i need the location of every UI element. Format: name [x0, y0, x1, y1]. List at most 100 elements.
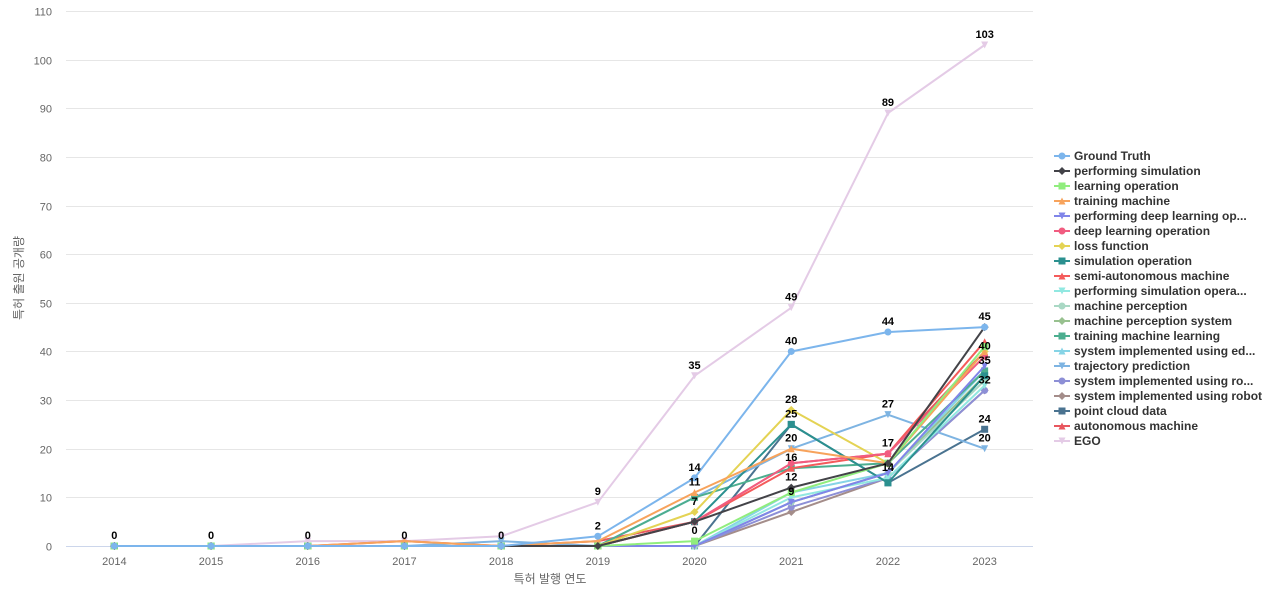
legend-item-training-machine[interactable]: training machine [1054, 194, 1170, 208]
data-label-ground-truth-2015: 0 [208, 530, 214, 542]
series-performing-simulation [110, 323, 989, 550]
data-label-ego-2022: 89 [882, 97, 894, 109]
point-performing-simulation-opera-2023 [981, 382, 989, 389]
series-simulation-operation [110, 372, 989, 550]
legend-label-performing-simulation-opera: performing simulation opera... [1074, 284, 1247, 298]
legend-label-performing-deep-learning-op: performing deep learning op... [1074, 209, 1247, 223]
x-tick-label-2014: 2014 [102, 556, 126, 568]
legend-item-semi-autonomous-machine[interactable]: semi-autonomous machine [1054, 269, 1230, 283]
data-label-ground-truth-2017: 0 [401, 530, 407, 542]
data-label-point-cloud-data-2023: 24 [979, 413, 992, 425]
point-ground-truth-2023 [981, 323, 989, 331]
legend-marker-loss-function [1058, 242, 1066, 250]
point-simulation-operation-2021 [787, 420, 795, 428]
legend-label-semi-autonomous-machine: semi-autonomous machine [1074, 269, 1230, 283]
legend-marker-training-machine-learning [1058, 332, 1066, 340]
legend-item-loss-function[interactable]: loss function [1054, 239, 1149, 253]
legend-item-ground-truth[interactable]: Ground Truth [1054, 149, 1151, 163]
data-label-training-machine-2020: 11 [689, 477, 701, 489]
data-label-ego-2021: 49 [785, 292, 797, 304]
series-line-deep-learning-operation [113, 355, 986, 547]
point-loss-function-2021 [787, 405, 796, 414]
legend-marker-system-implemented-using-ro [1058, 377, 1066, 385]
y-tick-label-110: 110 [34, 7, 52, 19]
legend-item-point-cloud-data[interactable]: point cloud data [1054, 404, 1167, 418]
point-ground-truth-2018 [497, 542, 505, 550]
point-ground-truth-2021 [787, 347, 795, 355]
x-tick-label-2022: 2022 [876, 556, 900, 568]
legend-item-machine-perception[interactable]: machine perception [1054, 299, 1187, 313]
point-trajectory-prediction-2023 [981, 445, 989, 453]
data-label-trajectory-prediction-2022: 27 [882, 399, 894, 411]
series-line-ego [113, 44, 986, 547]
legend-item-learning-operation[interactable]: learning operation [1054, 179, 1179, 193]
point-ego-2019 [594, 498, 602, 506]
y-tick-label-100: 100 [34, 56, 52, 68]
legend-item-simulation-operation[interactable]: simulation operation [1054, 254, 1192, 268]
legend-marker-machine-perception-system [1058, 317, 1066, 325]
legend-label-deep-learning-operation: deep learning operation [1074, 224, 1210, 238]
y-tick-label-20: 20 [40, 445, 52, 457]
series-system-implemented-using-robot [110, 386, 989, 550]
point-ground-truth-2015 [207, 542, 215, 550]
series-line-ground-truth [113, 326, 986, 547]
point-deep-learning-operation-2021 [787, 459, 795, 467]
legend-item-machine-perception-system[interactable]: machine perception system [1054, 314, 1232, 328]
point-performing-simulation-opera-2022 [884, 474, 892, 482]
data-label-learning-operation-2020: 0 [691, 525, 697, 537]
x-axis-ticks: 2014 2015 2016 2017 2018 2019 2020 2021 2022 2023 [102, 556, 997, 568]
legend-item-performing-simulation[interactable]: performing simulation [1054, 164, 1201, 178]
legend-item-system-implemented-using-robot[interactable]: system implemented using robot [1054, 389, 1262, 403]
legend-item-trajectory-prediction[interactable]: trajectory prediction [1054, 359, 1190, 373]
series-line-learning-operation [113, 345, 986, 547]
legend-item-performing-deep-learning-op[interactable]: performing deep learning op... [1054, 209, 1247, 223]
point-ego-2020 [691, 372, 699, 380]
data-label-deep-learning-operation-2023: 40 [979, 340, 991, 352]
legend-marker-deep-learning-operation [1058, 227, 1066, 235]
legend-item-system-implemented-using-ed[interactable]: system implemented using ed... [1054, 344, 1255, 358]
data-label-trajectory-prediction-2023: 20 [979, 433, 991, 445]
y-tick-label-70: 70 [40, 202, 52, 214]
point-performing-simulation-2021 [787, 483, 796, 492]
legend-marker-trajectory-prediction [1058, 362, 1066, 370]
y-tick-label-10: 10 [40, 493, 52, 505]
data-label-ground-truth-2023: 45 [979, 311, 991, 323]
legend-item-performing-simulation-opera[interactable]: performing simulation opera... [1054, 284, 1247, 298]
data-label-training-machine-learning-2021: 16 [785, 452, 797, 464]
legend-item-autonomous-machine[interactable]: autonomous machine [1054, 419, 1198, 433]
point-training-machine-2021 [787, 445, 795, 453]
y-tick-label-40: 40 [40, 347, 52, 359]
series-line-system-implemented-using-robot [113, 389, 986, 547]
legend-label-point-cloud-data: point cloud data [1074, 404, 1167, 418]
point-ego-2021 [787, 304, 795, 312]
point-ground-truth-2020 [691, 474, 699, 482]
point-ego-2022 [884, 109, 892, 117]
legend-label-system-implemented-using-ro: system implemented using ro... [1074, 374, 1253, 388]
x-tick-label-2019: 2019 [586, 556, 610, 568]
legend-item-system-implemented-using-ro[interactable]: system implemented using ro... [1054, 374, 1253, 388]
point-ego-2016 [304, 537, 312, 545]
point-system-implemented-using-ro-2023 [981, 386, 989, 394]
legend-marker-ego [1058, 437, 1066, 445]
point-loss-function-2020 [690, 507, 699, 516]
y-axis-title: 특허 출원 공개량 [12, 236, 26, 320]
data-label-simulation-operation-2021: 25 [785, 408, 797, 420]
point-ground-truth-2022 [884, 328, 892, 336]
data-label-loss-function-2020: 7 [691, 496, 697, 508]
data-label-system-implemented-using-ro-2023: 32 [979, 374, 991, 386]
legend-label-trajectory-prediction: trajectory prediction [1074, 359, 1190, 373]
legend-item-training-machine-learning[interactable]: training machine learning [1054, 329, 1220, 343]
legend-item-deep-learning-operation[interactable]: deep learning operation [1054, 224, 1210, 238]
legend-marker-performing-simulation [1058, 167, 1066, 175]
y-tick-label-60: 60 [40, 250, 52, 262]
data-label-system-implemented-using-robot-2022: 14 [882, 462, 895, 474]
point-system-implemented-using-ro-2021 [787, 503, 795, 511]
point-ground-truth-2016 [304, 542, 312, 550]
legend-item-ego[interactable]: EGO [1054, 434, 1101, 448]
legend-marker-training-machine [1058, 197, 1066, 205]
point-performing-simulation-2019 [593, 542, 602, 550]
series-semi-autonomous-machine [110, 338, 989, 550]
point-ground-truth-2019 [594, 532, 602, 540]
data-label-performing-simulation-2021: 12 [785, 472, 797, 484]
